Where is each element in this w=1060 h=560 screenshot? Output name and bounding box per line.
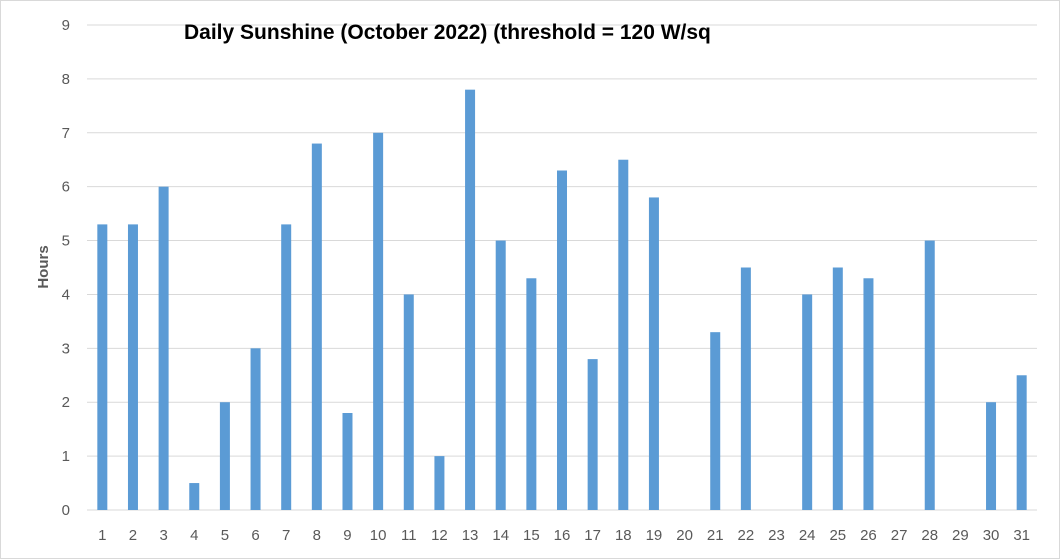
y-tick-labels: 0 1 2 3 4 5 6 7 8 9 (62, 17, 70, 519)
bar-day-28 (924, 240, 935, 511)
x-tick-label: 3 (159, 527, 167, 544)
x-tick-label: 11 (401, 527, 417, 544)
bar-day-24 (802, 294, 813, 510)
y-tick-label: 7 (62, 125, 70, 142)
y-tick-label: 9 (62, 17, 70, 34)
bar-day-1 (97, 224, 108, 510)
y-tick-label: 5 (62, 233, 70, 250)
bar-day-30 (986, 402, 997, 510)
x-tick-label: 12 (431, 527, 448, 544)
x-tick-label: 2 (129, 527, 137, 544)
bar-day-17 (587, 359, 598, 510)
bar-day-2 (127, 224, 138, 510)
bar-day-16 (557, 170, 567, 510)
bar-day-5 (219, 402, 230, 510)
y-tick-label: 6 (62, 179, 70, 196)
x-tick-label: 23 (768, 527, 785, 544)
x-tick-label: 26 (860, 527, 877, 544)
x-tick-label: 4 (190, 527, 198, 544)
bar-day-21 (710, 332, 721, 510)
x-tick-label: 5 (221, 527, 229, 544)
bar-day-10 (373, 132, 384, 510)
x-tick-label: 21 (707, 527, 724, 544)
bar-day-7 (281, 224, 292, 510)
bar-day-18 (618, 159, 629, 510)
y-tick-label: 8 (62, 71, 70, 88)
y-axis-label: Hours (35, 245, 52, 288)
x-tick-label: 30 (983, 527, 1000, 544)
x-tick-label: 16 (554, 527, 571, 544)
x-tick-label: 19 (646, 527, 663, 544)
bar-day-25 (832, 267, 843, 510)
bar-day-9 (342, 413, 353, 510)
x-tick-label: 18 (615, 527, 632, 544)
x-tick-label: 7 (282, 527, 290, 544)
y-tick-label: 3 (62, 340, 70, 357)
bar-day-8 (311, 143, 322, 511)
x-tick-label: 6 (251, 527, 259, 544)
bar-day-15 (526, 278, 537, 510)
y-tick-label: 4 (62, 286, 70, 303)
x-tick-label: 20 (676, 527, 693, 544)
y-tick-label: 1 (62, 448, 70, 465)
bar-day-22 (740, 267, 751, 510)
bar-day-19 (648, 197, 659, 510)
x-tick-label: 1 (98, 527, 106, 544)
x-tick-label: 14 (492, 527, 509, 544)
x-tick-label: 10 (370, 527, 387, 544)
chart-title: Daily Sunshine (October 2022) (threshold… (184, 21, 711, 44)
bar-day-6 (250, 348, 261, 510)
x-tick-label: 28 (921, 527, 938, 544)
bar-day-31 (1016, 375, 1027, 510)
x-tick-label: 17 (584, 527, 601, 544)
x-tick-label: 9 (343, 527, 351, 544)
bar-day-14 (495, 240, 506, 511)
bars (97, 89, 1027, 511)
x-tick-label: 22 (738, 527, 755, 544)
bar-day-13 (465, 89, 476, 511)
x-tick-label: 8 (313, 527, 321, 544)
x-tick-label: 25 (829, 527, 846, 544)
x-tick-label: 27 (891, 527, 908, 544)
bar-day-4 (189, 483, 200, 510)
bar-day-26 (863, 278, 874, 510)
x-tick-label: 13 (462, 527, 479, 544)
bar-day-12 (434, 456, 445, 510)
x-tick-labels: 1 2 3 4 5 6 7 8 9 10 11 12 13 14 15 16 17 18 19 20 21 22 23 24 2… (98, 527, 1030, 544)
x-tick-label: 24 (799, 527, 816, 544)
y-tick-label: 0 (62, 502, 70, 519)
x-tick-label: 29 (952, 527, 969, 544)
y-tick-label: 2 (62, 394, 70, 411)
x-tick-label: 15 (523, 527, 540, 544)
bar-day-11 (403, 294, 414, 510)
bar-day-3 (158, 186, 169, 510)
x-tick-label: 31 (1013, 527, 1030, 544)
